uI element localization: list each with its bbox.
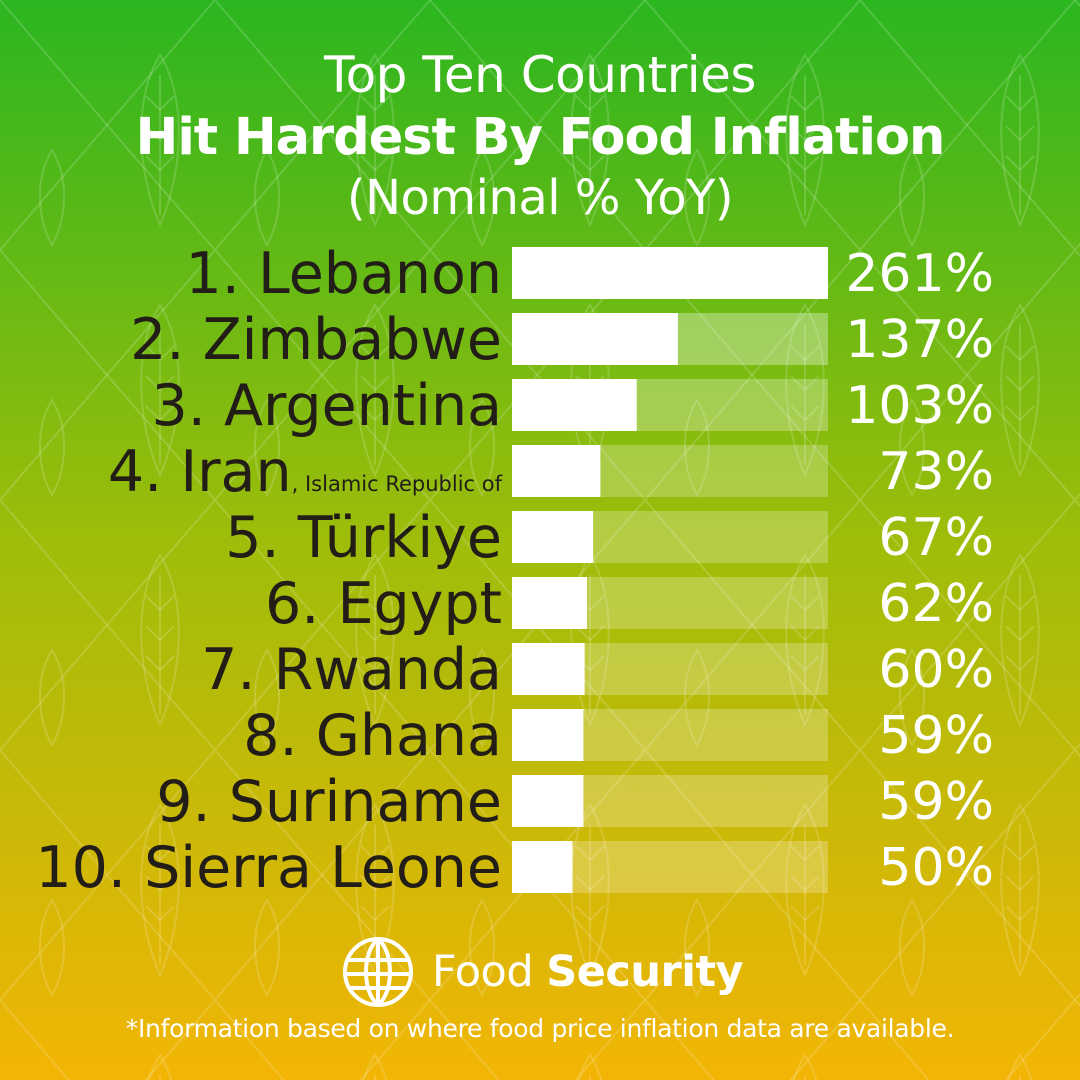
country-label: 8. Ghana (243, 703, 502, 769)
country-label: 7. Rwanda (201, 637, 502, 703)
value-label: 137% (845, 310, 994, 370)
country-label: 1. Lebanon (185, 241, 502, 307)
country-name: 5. Türkiye (225, 505, 502, 571)
country-name: 3. Argentina (151, 373, 502, 439)
logo-text: Food Security (432, 947, 744, 997)
value-label: 59% (878, 772, 994, 832)
value-label: 261% (845, 244, 994, 304)
country-label: 10. Sierra Leone (35, 835, 502, 901)
bar (512, 313, 678, 365)
bar (512, 577, 588, 629)
bar-row-ghana: 8. Ghana 59% (243, 703, 994, 769)
value-label: 103% (845, 376, 994, 436)
value-label: 73% (878, 442, 994, 502)
bar-row-sierra-leone: 10. Sierra Leone 50% (35, 835, 994, 901)
country-name-suffix: , Islamic Republic of (292, 472, 503, 496)
country-name: 7. Rwanda (201, 637, 502, 703)
country-label: 5. Türkiye (225, 505, 502, 571)
bar-row-argentina: 3. Argentina 103% (151, 373, 994, 439)
bar (512, 511, 594, 563)
country-name: 4. Iran (108, 439, 292, 505)
bar-row-suriname: 9. Suriname 59% (156, 769, 994, 835)
logo-word-food: Food (432, 947, 534, 997)
chart-title-line-1: Top Ten Countries (324, 46, 756, 104)
food-security-logo: Food Security (340, 934, 744, 1010)
value-label: 60% (878, 640, 994, 700)
country-name: 1. Lebanon (185, 241, 502, 307)
bar (512, 247, 828, 299)
country-label: 9. Suriname (156, 769, 502, 835)
bar-row-zimbabwe: 2. Zimbabwe 137% (130, 307, 994, 373)
country-name: 9. Suriname (156, 769, 502, 835)
bar (512, 379, 637, 431)
logo-word-security: Security (546, 947, 744, 997)
value-label: 59% (878, 706, 994, 766)
bar (512, 709, 584, 761)
chart-subtitle: (Nominal % YoY) (346, 170, 734, 226)
country-name: 6. Egypt (265, 571, 502, 637)
country-label: 4. Iran, Islamic Republic of (108, 439, 503, 505)
chart-title-line-2: Hit Hardest By Food Inflation (135, 108, 946, 167)
country-label: 3. Argentina (151, 373, 502, 439)
globe-icon (343, 937, 413, 1007)
bar-row-iran: 4. Iran, Islamic Republic of 73% (108, 439, 994, 505)
bar (512, 643, 585, 695)
value-label: 67% (878, 508, 994, 568)
bar-row-rwanda: 7. Rwanda 60% (201, 637, 994, 703)
bar-row-t-rkiye: 5. Türkiye 67% (225, 505, 994, 571)
country-name: 10. Sierra Leone (35, 835, 502, 901)
country-label: 6. Egypt (265, 571, 502, 637)
bar-row-egypt: 6. Egypt 62% (265, 571, 994, 637)
bar (512, 841, 573, 893)
value-label: 62% (878, 574, 994, 634)
value-label: 50% (878, 838, 994, 898)
bar (512, 445, 601, 497)
country-name: 2. Zimbabwe (130, 307, 502, 373)
bar-row-lebanon: 1. Lebanon 261% (185, 241, 994, 307)
footnote: *Information based on where food price i… (125, 1014, 955, 1043)
country-name: 8. Ghana (243, 703, 502, 769)
country-label: 2. Zimbabwe (130, 307, 502, 373)
bar (512, 775, 584, 827)
